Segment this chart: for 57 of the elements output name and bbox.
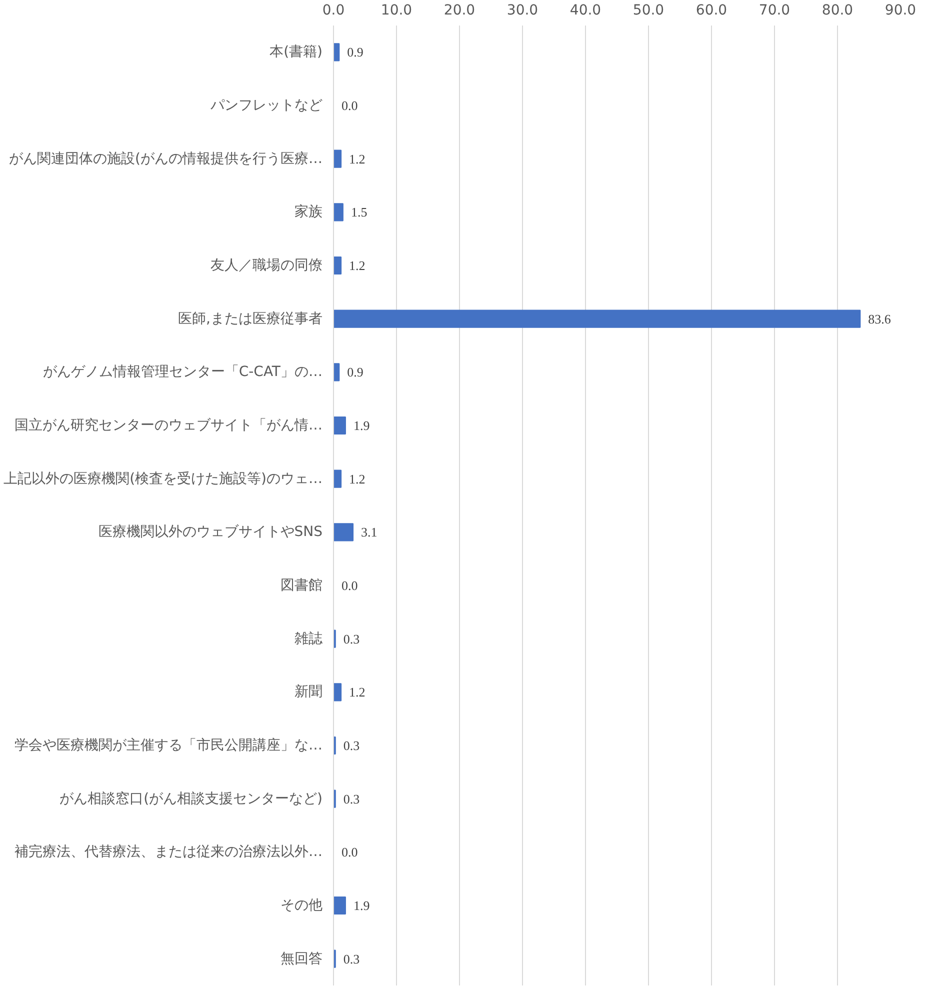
data-label: 0.0 [342, 98, 358, 113]
data-label: 0.3 [343, 951, 360, 966]
data-label: 1.9 [353, 898, 370, 913]
y-tick-label: 医師,または医療従事者 [178, 310, 323, 327]
data-label: 1.9 [353, 418, 370, 433]
x-tick-label: 0.0 [322, 2, 345, 18]
y-tick-label: 雑誌 [294, 630, 322, 647]
y-tick-label: パンフレットなど [210, 98, 322, 114]
bar [334, 256, 342, 275]
bar [334, 416, 346, 435]
y-tick-label: 図書館 [280, 578, 322, 594]
y-tick-label: 医療機関以外のウェブサイトやSNS [98, 524, 323, 540]
x-tick-label: 60.0 [696, 2, 728, 18]
y-tick-label: 学会や医療機関が主催する「市民公開講座」な… [14, 738, 322, 754]
data-label: 0.3 [343, 738, 360, 753]
y-tick-label: 無回答 [280, 950, 322, 967]
y-tick-label: 新聞 [294, 684, 322, 700]
bar [334, 470, 342, 488]
data-label: 1.2 [349, 684, 366, 700]
data-label: 0.9 [347, 364, 364, 380]
x-tick-label: 30.0 [506, 2, 538, 18]
data-label: 83.6 [868, 311, 892, 326]
y-tick-label: 上記以外の医療機関(検査を受けた施設等)のウェ… [4, 470, 323, 487]
y-tick-label: がん相談窓口(がん相談支援センターなど) [60, 790, 323, 807]
y-tick-label: その他 [280, 898, 322, 914]
data-label: 0.0 [342, 578, 358, 593]
x-tick-label: 10.0 [380, 2, 412, 18]
data-label: 3.1 [361, 524, 378, 540]
x-tick-label: 40.0 [570, 2, 602, 18]
y-tick-label: がんゲノム情報管理センター「C-CAT」の… [42, 364, 323, 380]
data-label: 1.2 [349, 258, 366, 273]
y-tick-label: 本(書籍) [270, 44, 323, 60]
x-tick-label: 20.0 [444, 2, 476, 18]
x-tick-label: 80.0 [822, 2, 854, 18]
bar [334, 363, 340, 382]
y-tick-label: 補完療法、代替療法、または従来の治療法以外… [14, 844, 322, 860]
bar [334, 310, 861, 328]
x-tick-label: 70.0 [758, 2, 790, 18]
data-label: 1.2 [349, 471, 366, 486]
y-tick-label: 国立がん研究センターのウェブサイト「がん情… [14, 418, 322, 434]
bar [334, 150, 342, 168]
bar [334, 683, 342, 702]
x-tick-label: 90.0 [884, 2, 916, 18]
data-label: 1.2 [349, 151, 366, 166]
y-tick-label: 家族 [294, 204, 322, 220]
data-label: 0.0 [342, 844, 358, 860]
bar [334, 523, 354, 542]
bar [334, 203, 344, 222]
data-label: 0.3 [343, 791, 360, 806]
data-label: 0.3 [343, 631, 360, 646]
y-tick-label: 友人／職場の同僚 [210, 258, 322, 274]
bar [334, 896, 346, 915]
y-tick-label: がん関連団体の施設(がんの情報提供を行う医療… [9, 150, 323, 167]
data-label: 0.9 [347, 44, 364, 60]
x-tick-label: 50.0 [632, 2, 664, 18]
data-label: 1.5 [350, 204, 368, 220]
bar [334, 43, 340, 62]
